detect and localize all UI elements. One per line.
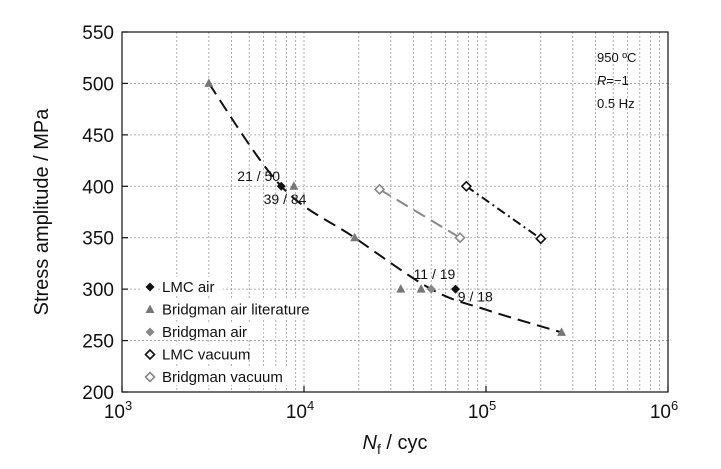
y-tick-label: 200	[82, 383, 114, 404]
y-tick-label: 300	[82, 280, 114, 301]
y-tick-label: 350	[82, 229, 114, 250]
legend-label-bg	[160, 344, 247, 363]
data-point-1	[416, 284, 426, 293]
legend-label-bg	[160, 322, 264, 340]
x-axis-title: Nf / cyc	[362, 432, 427, 457]
data-point-1	[396, 284, 406, 293]
legend-label: Bridgman air	[162, 324, 247, 341]
axis-titles: Stress amplitude / MPa Nf / cyc	[31, 108, 428, 457]
legend: LMC air Bridgman air literature Bridgman a…	[142, 277, 353, 386]
grid	[122, 32, 668, 392]
cycle-annotation: 39 / 84	[264, 191, 307, 207]
data-point-3	[460, 180, 472, 192]
data-point-0	[276, 181, 286, 191]
fit-curve	[208, 82, 562, 334]
condition-r-ratio: R=−1	[597, 73, 629, 88]
plot-frame	[121, 31, 669, 393]
x-tick-label: 104	[286, 398, 314, 423]
data-point-1	[350, 232, 360, 242]
x-tick-label: 105	[468, 398, 496, 423]
cycle-annotation: 21 / 50	[237, 168, 280, 184]
data-point-4	[454, 232, 466, 244]
legend-label: Bridgman air literature	[162, 302, 310, 319]
legend-marker	[145, 282, 155, 292]
legend-marker	[144, 371, 156, 383]
y-tick-label: 450	[82, 126, 114, 147]
annotations: 21 / 50 39 / 84 11 / 199 / 18	[237, 168, 493, 304]
legend-label: LMC air	[162, 279, 215, 296]
data-markers	[204, 78, 567, 336]
cycle-annotation: 9 / 18	[458, 288, 493, 304]
cycle-annotation: 11 / 19	[414, 266, 456, 282]
legend-label: Bridgman vacuum	[162, 369, 283, 386]
condition-frequency: 0.5 Hz	[597, 96, 635, 111]
legend-label: LMC vacuum	[162, 347, 250, 364]
legend-marker	[144, 348, 156, 361]
y-tick-label: 400	[82, 177, 114, 198]
y-tick-label: 550	[82, 23, 114, 44]
data-point-1	[289, 181, 299, 190]
data-point-0	[451, 284, 461, 294]
y-tick-label: 250	[82, 332, 114, 353]
legend-marker	[145, 304, 155, 313]
test-conditions: 950 ºC R=−1 0.5 Hz	[597, 50, 636, 111]
data-point-2	[426, 284, 436, 294]
y-tick-label: 500	[82, 74, 114, 95]
axis-ticks: 200 250 300 350 400 450 500 550 103 104 105 106	[82, 23, 678, 423]
data-point-3	[535, 233, 547, 245]
fit-curves	[208, 82, 562, 334]
legend-label-bg	[160, 299, 353, 318]
data-point-1	[557, 327, 567, 336]
legend-label-bg	[160, 367, 288, 385]
fit-curve	[379, 188, 461, 239]
condition-temperature: 950 ºC	[597, 50, 636, 65]
legend-label-bg	[160, 277, 223, 295]
x-tick-label: 106	[650, 398, 678, 423]
data-point-4	[373, 183, 386, 196]
legend-marker	[145, 327, 155, 337]
x-tick-label: 103	[104, 398, 132, 423]
fit-curve	[465, 185, 542, 240]
y-axis-title: Stress amplitude / MPa	[31, 108, 53, 316]
data-point-1	[204, 78, 214, 87]
